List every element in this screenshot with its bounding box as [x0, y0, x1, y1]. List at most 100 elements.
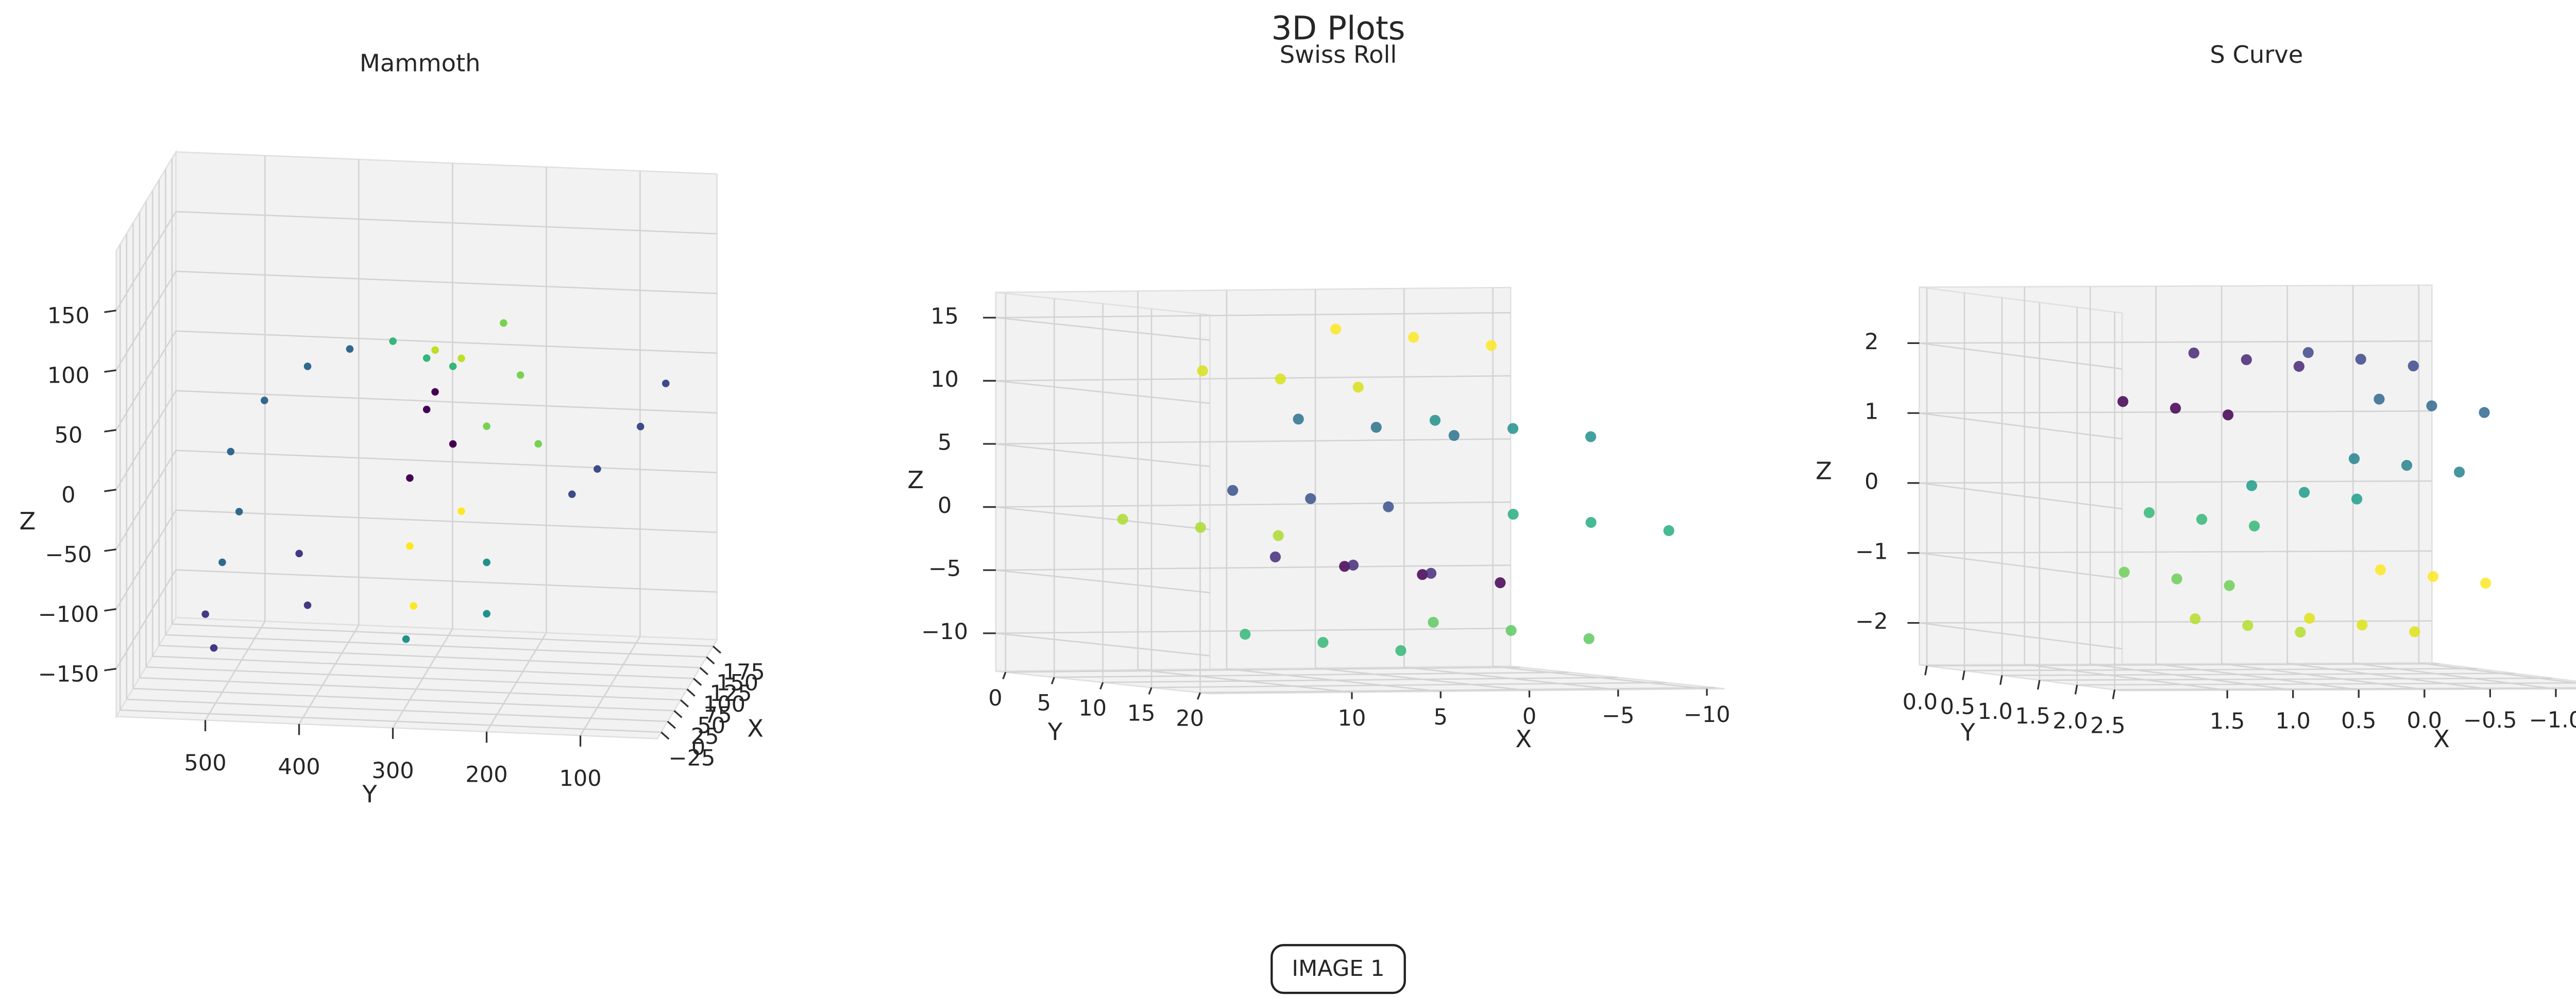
point	[1425, 567, 1437, 579]
x-tick-label: 5	[1434, 704, 1448, 730]
z-tick-label: 0	[61, 483, 75, 508]
point	[2409, 626, 2420, 638]
y-tick-label: 2.5	[2090, 713, 2125, 739]
point	[201, 610, 209, 618]
point	[662, 380, 670, 387]
y-tick-label: 5	[1037, 691, 1051, 716]
point	[227, 448, 235, 456]
caption: IMAGE 1	[1292, 956, 1384, 982]
grid-line	[115, 569, 177, 669]
grid-line	[995, 569, 1210, 594]
y-tick-label: 1.5	[2015, 703, 2050, 729]
z-tick-label: −150	[38, 661, 99, 687]
point	[346, 345, 354, 353]
point	[2374, 393, 2385, 405]
grid-line	[2077, 682, 2576, 686]
z-tick-label: −2	[1855, 609, 1888, 634]
grid-line	[1919, 342, 2123, 370]
x-tick-label: −10	[1684, 702, 1731, 728]
point	[2427, 571, 2439, 582]
y-tick-label: 2.0	[2053, 708, 2088, 734]
x-tick-label: −5	[1602, 703, 1634, 729]
point	[2479, 407, 2490, 418]
x-tick-label: 175	[723, 659, 765, 685]
grid-line	[1919, 412, 2123, 440]
point	[1293, 414, 1304, 425]
grid-line	[1919, 550, 2432, 554]
z-axis-label: Z	[907, 466, 924, 494]
y-tick-label: 20	[1176, 706, 1204, 732]
grid-line	[995, 317, 1210, 341]
point	[483, 610, 490, 618]
point	[1383, 501, 1394, 512]
grid-line	[176, 211, 717, 235]
grid-line	[1054, 672, 1569, 678]
point	[1330, 323, 1342, 335]
point	[636, 423, 645, 431]
tick-mark	[1962, 670, 1965, 680]
y-tick-label: 300	[371, 758, 414, 784]
tick-mark	[2037, 680, 2041, 690]
point	[516, 371, 524, 379]
tick-mark	[104, 489, 116, 492]
point	[431, 346, 439, 354]
subplot-title: Swiss Roll	[1280, 41, 1397, 68]
point	[594, 465, 601, 473]
tick-mark	[1999, 675, 2003, 685]
y-tick-label: 200	[465, 762, 507, 787]
tick-mark	[673, 710, 683, 718]
grid-line	[2287, 663, 2490, 690]
grid-line	[159, 645, 700, 668]
z-tick-label: 1	[1865, 399, 1878, 425]
grid-line	[995, 438, 1511, 445]
grid-line	[165, 634, 707, 658]
z-tick-label: 50	[54, 423, 82, 449]
y-tick-label: 0	[988, 685, 1002, 711]
point	[402, 635, 410, 643]
grid-line	[2222, 663, 2425, 691]
point	[2357, 620, 2368, 631]
grid-line	[1919, 620, 2432, 624]
x-tick-label: −0.5	[2463, 708, 2517, 733]
grid-line	[115, 450, 177, 550]
x-tick-label: −25	[669, 745, 716, 771]
grid-line	[176, 330, 717, 354]
grid-line	[115, 211, 177, 311]
point	[2351, 493, 2363, 505]
grid-line	[1919, 622, 2123, 650]
z-tick-label: 100	[47, 363, 90, 389]
grid-line	[126, 698, 668, 722]
grid-line	[995, 501, 1511, 508]
point	[1417, 569, 1428, 580]
grid-line	[1005, 666, 1520, 673]
point	[1339, 561, 1350, 572]
x-tick-label: 100	[703, 692, 745, 717]
x-tick-label: 150	[716, 670, 758, 696]
z-tick-label: −5	[928, 556, 961, 582]
point	[483, 422, 490, 431]
y-tick-label: 1.0	[1977, 699, 2012, 725]
grid-line	[172, 623, 714, 647]
tick-mark	[104, 667, 116, 672]
x-tick-label: 50	[697, 713, 725, 739]
point	[2246, 480, 2258, 491]
point	[2302, 347, 2314, 358]
grid-line	[2024, 663, 2228, 691]
point	[2119, 566, 2130, 578]
point	[1197, 365, 1208, 376]
grid-line	[1151, 682, 1667, 689]
grid-line	[176, 390, 717, 414]
grid-line	[1919, 480, 2432, 484]
grid-line	[298, 625, 360, 725]
point	[1583, 633, 1595, 644]
point	[2426, 400, 2437, 411]
grid-line	[2418, 662, 2576, 684]
z-tick-label: 150	[47, 303, 90, 329]
point	[2375, 564, 2386, 576]
point	[261, 397, 268, 404]
point	[210, 644, 218, 652]
point	[2453, 467, 2465, 478]
point	[406, 542, 414, 550]
z-tick-label: −50	[45, 542, 92, 567]
